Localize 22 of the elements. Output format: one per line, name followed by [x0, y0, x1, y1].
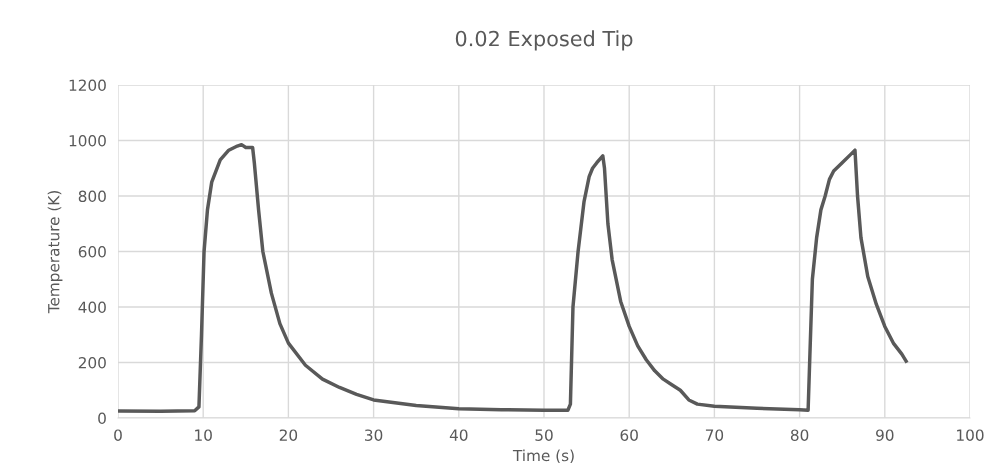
y-tick-label: 1200	[69, 79, 106, 92]
x-tick-label: 20	[279, 429, 298, 441]
y-tick-label: 0	[98, 412, 106, 425]
x-tick-label: 10	[195, 429, 212, 441]
x-tick-label: 50	[535, 429, 553, 441]
x-tick-label: 80	[790, 429, 809, 441]
y-tick-label: 200	[78, 356, 106, 369]
y-tick-label: 600	[78, 245, 106, 258]
x-axis-title: Time (s)	[512, 449, 574, 464]
x-tick-label: 30	[365, 429, 383, 441]
chart-title: 0.02 Exposed Tip	[455, 30, 633, 51]
y-axis-title: Temperature (K)	[47, 191, 63, 314]
y-tick-label: 1000	[69, 134, 106, 147]
x-tick-label: 60	[620, 429, 638, 441]
x-tick-label: 100	[957, 429, 984, 441]
y-tick-label: 800	[78, 190, 106, 203]
x-tick-label: 40	[449, 429, 468, 441]
x-tick-label: 70	[705, 429, 724, 441]
x-tick-label: 90	[876, 429, 894, 441]
x-tick-label: 0	[114, 429, 122, 441]
y-tick-label: 400	[78, 301, 106, 314]
line-series	[118, 142, 908, 414]
